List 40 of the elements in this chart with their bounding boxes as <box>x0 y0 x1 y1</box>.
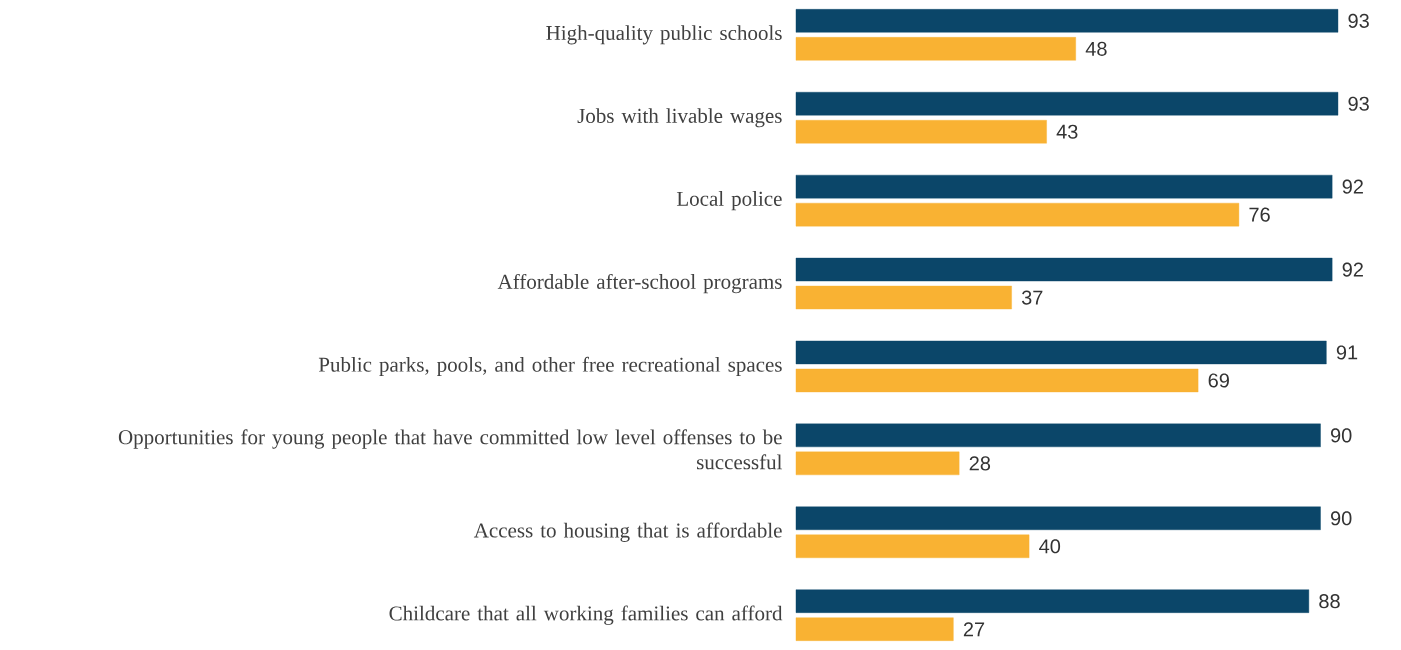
data-label: 48 <box>1085 41 1107 56</box>
bar <box>795 423 1321 448</box>
data-label: 76 <box>1249 207 1270 222</box>
data-label: 90 <box>1330 428 1352 443</box>
data-label: 37 <box>1021 290 1043 305</box>
bar <box>795 617 954 641</box>
bar <box>795 9 1339 33</box>
data-label: 40 <box>1039 539 1061 554</box>
data-label: 92 <box>1342 179 1363 194</box>
bar <box>795 285 1012 310</box>
y-tick-label: Public parks, pools, and other free recreational spaces <box>318 356 782 377</box>
bar <box>795 589 1310 613</box>
y-tick-label: Affordable after-school programs <box>497 273 782 294</box>
bar <box>795 534 1030 558</box>
bar <box>795 174 1333 199</box>
data-label: 91 <box>1336 345 1358 360</box>
bar <box>795 257 1333 282</box>
data-label: 69 <box>1208 373 1229 388</box>
bar <box>795 202 1240 227</box>
bar <box>795 451 960 476</box>
bar <box>795 506 1321 530</box>
y-tick-label: Opportunities for young people that have committed low level offenses to be successful <box>118 429 783 470</box>
y-tick-label: Jobs with livable wages <box>577 108 782 128</box>
y-tick-label: Childcare that all working families can afford <box>389 605 783 625</box>
y-tick-label: Local police <box>676 191 782 211</box>
data-label: 28 <box>969 456 991 471</box>
data-label: 90 <box>1330 511 1352 526</box>
bar <box>795 368 1199 393</box>
bar <box>795 92 1339 116</box>
bar <box>795 120 1047 144</box>
data-label: 92 <box>1342 262 1363 277</box>
bar <box>795 37 1076 61</box>
data-label: 93 <box>1348 13 1369 28</box>
data-label: 88 <box>1319 594 1340 609</box>
data-label: 43 <box>1056 124 1078 139</box>
data-label: 93 <box>1348 96 1369 111</box>
bar <box>795 340 1327 365</box>
y-tick-label: High-quality public schools <box>546 25 782 45</box>
y-tick-label: Access to housing that is affordable <box>473 522 782 542</box>
data-label: 27 <box>963 622 985 637</box>
